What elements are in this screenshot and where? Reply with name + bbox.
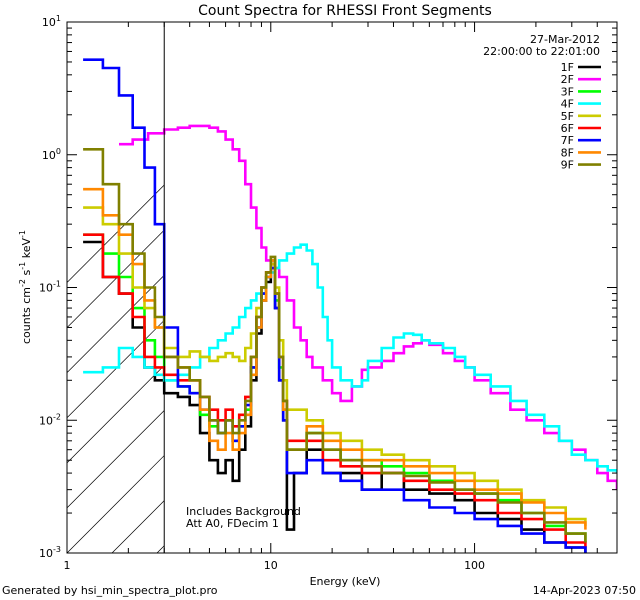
legend-label-5F: 5F — [561, 110, 574, 123]
hatch-line — [67, 410, 165, 509]
legend-label-9F: 9F — [561, 159, 574, 172]
footer-timestamp: 14-Apr-2023 07:50 — [533, 584, 636, 597]
legend-label-4F: 4F — [561, 98, 574, 111]
x-tick-label: 1 — [64, 559, 71, 572]
legend-label-6F: 6F — [561, 122, 574, 135]
y-tick-label: 10-2 — [39, 412, 61, 427]
x-tick-label: 100 — [464, 559, 485, 572]
x-axis-label: Energy (keV) — [310, 575, 381, 588]
y-tick-label: 100 — [42, 147, 61, 162]
hatch-line — [67, 455, 165, 553]
y-axis-label: counts cm-2 s-1 keV-1 — [18, 230, 33, 344]
legend-label-1F: 1F — [561, 61, 574, 74]
hatch-line — [67, 229, 165, 329]
hatch-line — [517, 22, 640, 553]
date-label: 27-Mar-2012 — [530, 33, 600, 46]
y-tick-label: 10-1 — [39, 280, 61, 295]
annotation-background: Includes Background — [186, 505, 301, 518]
legend-label-2F: 2F — [561, 73, 574, 86]
annotation-attenuator: Att A0, FDecim 1 — [186, 517, 279, 530]
series-line-2F — [119, 124, 617, 490]
axis-ticks: 1 10 100 10-3 10-2 10-1 100 101 — [39, 14, 618, 572]
series-group — [83, 58, 617, 553]
y-tick-label: 10-3 — [39, 545, 61, 560]
x-tick-label: 10 — [264, 559, 278, 572]
time-range-label: 22:00:00 to 22:01:00 — [483, 45, 600, 58]
legend-label-8F: 8F — [561, 146, 574, 159]
chart-title: Count Spectra for RHESSI Front Segments — [198, 3, 492, 19]
series-line-9F — [83, 148, 587, 543]
series-line-8F — [83, 187, 587, 530]
y-tick-label: 101 — [42, 14, 61, 29]
legend-label-3F: 3F — [561, 85, 574, 98]
legend-label-7F: 7F — [561, 134, 574, 147]
footer-generated-by: Generated by hsi_min_spectra_plot.pro — [2, 584, 218, 597]
